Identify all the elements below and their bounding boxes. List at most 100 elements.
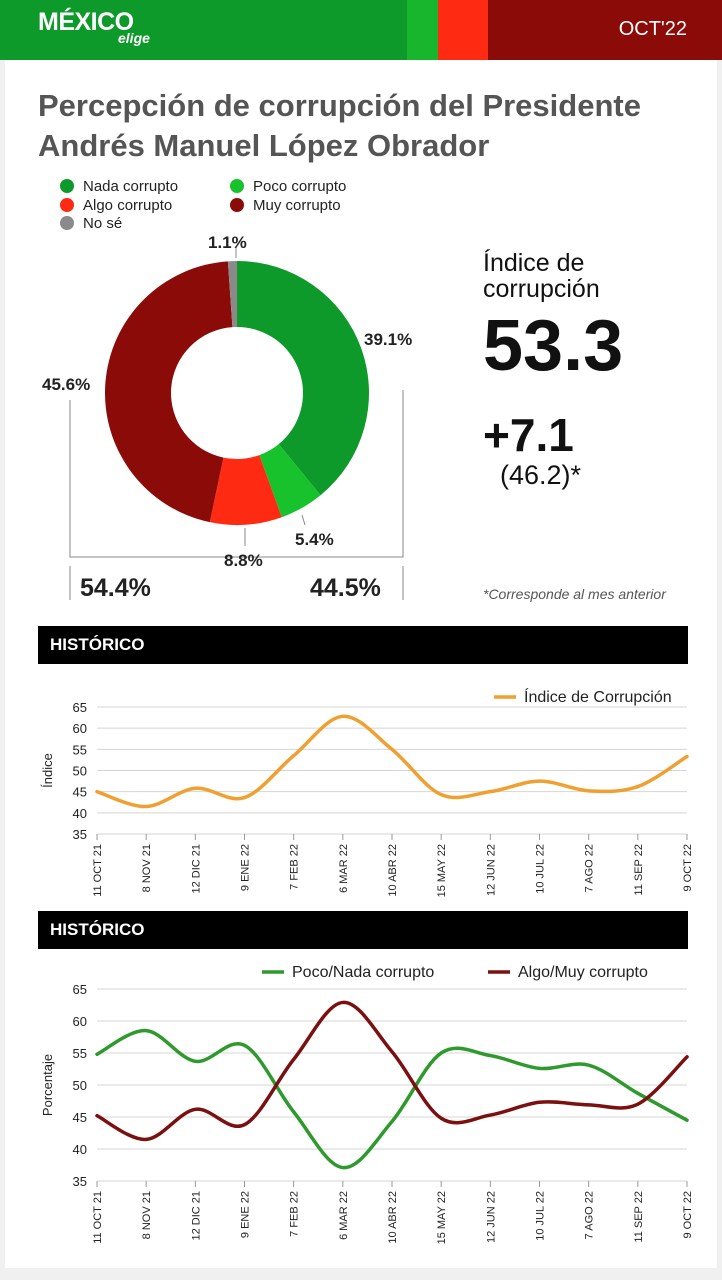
- data-point: [95, 790, 99, 794]
- legend-label: Índice de Corrupción: [524, 687, 672, 706]
- y-tick-label: 65: [73, 982, 87, 997]
- legend-item-nada: Nada corrupto: [60, 178, 178, 195]
- header-stripe-dark-red: [488, 0, 722, 60]
- legend-label: Poco corrupto: [253, 178, 347, 195]
- logo: MÉXICO: [38, 8, 134, 36]
- x-tick-label: 10 JUL 22: [535, 844, 547, 894]
- slice-nada: [237, 261, 369, 496]
- legend-label: No sé: [83, 215, 123, 232]
- x-tick-label: 7 AGO 22: [584, 844, 596, 892]
- y-tick-label: 40: [73, 806, 87, 821]
- data-point: [685, 1055, 689, 1059]
- x-tick-label: 12 DIC 21: [190, 1191, 202, 1241]
- page-title: Percepción de corrupción del Presidente …: [38, 88, 641, 163]
- y-tick-label: 40: [73, 1142, 87, 1157]
- y-tick-label: 55: [73, 742, 87, 757]
- label-nada: 39.1%: [364, 330, 413, 349]
- x-tick-label: 7 AGO 22: [584, 1191, 596, 1239]
- x-tick-label: 11 SEP 22: [633, 1191, 645, 1243]
- y-tick-label: 60: [73, 1014, 87, 1029]
- data-point: [439, 1051, 443, 1055]
- x-tick-label: 10 ABR 22: [387, 1191, 399, 1244]
- x-tick-label: 6 MAR 22: [338, 844, 350, 893]
- index-delta: +7.1: [483, 409, 574, 461]
- total-right: 44.5%: [310, 574, 381, 602]
- data-point: [587, 1103, 591, 1107]
- data-point: [144, 804, 148, 808]
- legend-item-poco: Poco corrupto: [230, 178, 346, 195]
- data-point: [538, 1100, 541, 1104]
- index-label: Índice de corrupción: [483, 249, 600, 303]
- x-tick-label: 6 MAR 22: [338, 1191, 350, 1240]
- data-point: [95, 1114, 99, 1118]
- header-date: OCT'22: [618, 18, 687, 40]
- y-tick-label: 35: [73, 827, 87, 842]
- x-tick-label: 9 OCT 22: [682, 844, 694, 892]
- x-tick-label: 12 JUN 22: [485, 1191, 497, 1243]
- donut-chart: [69, 248, 404, 600]
- slice-muy: [105, 261, 233, 523]
- data-point: [95, 1052, 99, 1056]
- data-point: [390, 1119, 394, 1123]
- label-algo: 8.8%: [224, 551, 263, 570]
- y-tick-label: 60: [73, 721, 87, 736]
- x-tick-label: 10 ABR 22: [387, 844, 399, 897]
- legend-dot: [60, 179, 74, 193]
- legend-label: Poco/Nada corrupto: [292, 964, 434, 981]
- data-point: [636, 785, 640, 789]
- data-point: [341, 714, 345, 718]
- y-tick-label: 35: [73, 1174, 87, 1189]
- x-tick-label: 9 ENE 22: [240, 844, 252, 891]
- x-tick-label: 11 OCT 21: [92, 1191, 104, 1244]
- header-stripe-light-green: [407, 0, 438, 60]
- data-point: [538, 779, 541, 783]
- legend-label: Algo corrupto: [83, 197, 173, 214]
- data-point: [538, 1066, 541, 1070]
- x-tick-label: 12 DIC 21: [190, 844, 202, 894]
- x-tick-label: 9 OCT 22: [682, 1191, 694, 1239]
- label-poco: 5.4%: [295, 530, 334, 549]
- data-point: [488, 1054, 492, 1058]
- y-axis-label: Porcentaje: [40, 1054, 55, 1116]
- legend-label: Algo/Muy corrupto: [518, 964, 648, 981]
- data-point: [292, 754, 296, 758]
- x-tick-label: 9 ENE 22: [240, 1191, 252, 1238]
- data-point: [243, 796, 246, 800]
- legend-dot: [60, 198, 74, 212]
- x-tick-label: 8 NOV 21: [141, 1191, 153, 1239]
- leader-poco: [301, 514, 306, 526]
- legend-label: Nada corrupto: [83, 178, 179, 195]
- index-note: *Corresponde al mes anterior: [483, 586, 666, 602]
- legend-item-muy: Muy corrupto: [230, 197, 341, 214]
- data-point: [685, 1118, 689, 1122]
- slice-poco: [259, 444, 321, 518]
- data-point: [341, 1000, 345, 1004]
- data-point: [636, 1091, 640, 1095]
- percentage-line-chart: 35 40 45 50 55 60 65 11 OCT 21 8 NOV 21 12 DIC 21…: [40, 964, 694, 1244]
- y-tick-label: 55: [73, 1046, 87, 1061]
- series-line: [95, 714, 689, 809]
- data-point: [292, 1110, 296, 1114]
- data-point: [243, 1043, 246, 1047]
- header-bar: MÉXICO elige OCT'22: [0, 0, 722, 60]
- data-point: [390, 747, 394, 751]
- slice-nose: [227, 261, 237, 328]
- x-tick-label: 12 JUN 22: [485, 844, 497, 896]
- data-point: [144, 1029, 148, 1033]
- legend-dot: [60, 216, 74, 230]
- legend-item-algo: Algo corrupto: [60, 197, 172, 214]
- y-tick-label: 45: [73, 785, 87, 800]
- x-tick-label: 7 FEB 22: [289, 1191, 301, 1237]
- y-tick-label: 50: [73, 764, 87, 779]
- x-tick-label: 7 FEB 22: [289, 844, 301, 890]
- label-nose: 1.1%: [208, 233, 247, 252]
- data-point: [587, 1063, 591, 1067]
- y-tick-label: 45: [73, 1110, 87, 1125]
- x-tick-label: 10 JUL 22: [535, 1191, 547, 1241]
- data-point: [685, 755, 689, 759]
- y-axis-label: Índice: [40, 753, 55, 788]
- x-tick-label: 15 MAY 22: [436, 1191, 448, 1244]
- data-point: [390, 1050, 394, 1054]
- x-tick-label: 15 MAY 22: [436, 844, 448, 897]
- x-tick-label: 8 NOV 21: [141, 844, 153, 892]
